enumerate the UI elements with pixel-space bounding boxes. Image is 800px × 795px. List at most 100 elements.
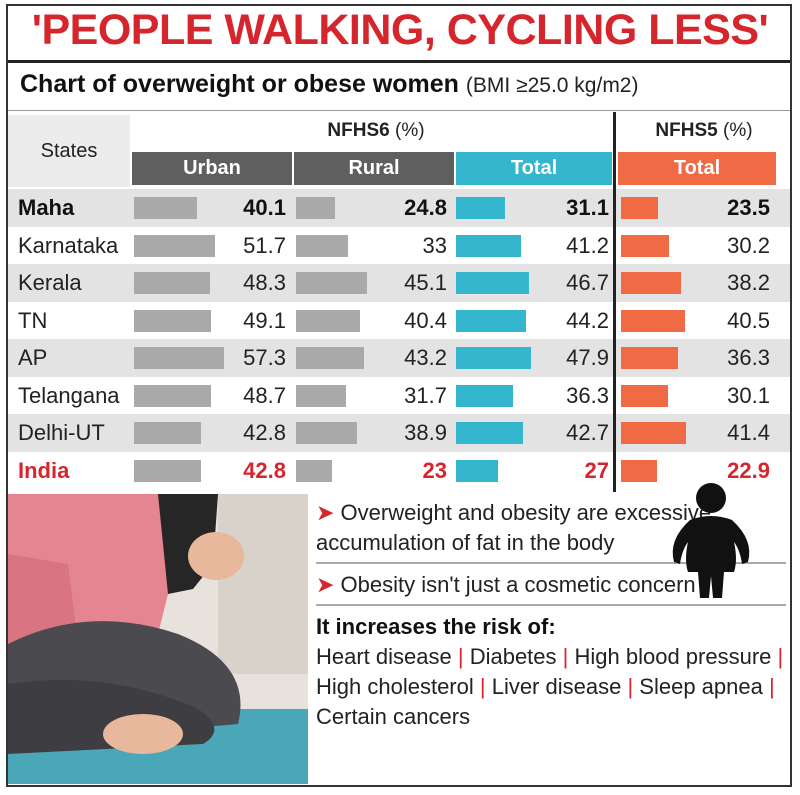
state-name: Kerala — [18, 270, 82, 295]
woman-yoga-photo — [8, 494, 308, 784]
value-total6: 36.3 — [566, 382, 609, 408]
note-definition-text: Overweight and obesity are excessive acc… — [316, 500, 712, 555]
risk-item: Certain cancers — [316, 704, 471, 729]
value-rural: 45.1 — [404, 270, 447, 295]
value-urban: 51.7 — [243, 232, 286, 258]
bar-urban — [134, 347, 224, 369]
value-total5: 23.5 — [727, 195, 770, 220]
bar-total5 — [621, 384, 668, 407]
value-rural: 24.8 — [404, 195, 447, 220]
subtitle-unit: (BMI ≥25.0 kg/m2) — [465, 74, 639, 97]
chart-subtitle: Chart of overweight or obese women (BMI … — [20, 70, 638, 99]
risk-list: Heart disease | Diabetes | High blood pr… — [316, 642, 786, 732]
note-concern-text: Obesity isn't just a cosmetic concern — [340, 572, 696, 597]
value-total6: 27 — [584, 457, 609, 483]
bar-urban — [134, 309, 211, 332]
value-total5: 41.4 — [727, 420, 770, 445]
nfhs5-header: NFHS5 (%) — [655, 120, 753, 141]
state-name: TN — [18, 307, 48, 333]
notes-rule — [316, 604, 786, 606]
state-name: Delhi-UT — [18, 420, 105, 445]
state-name: Maha — [18, 195, 75, 220]
bar-urban — [134, 384, 211, 407]
notes-rule — [316, 562, 786, 564]
arrow-icon: ➤ — [316, 500, 341, 525]
bar-rural — [296, 384, 346, 407]
value-urban: 42.8 — [243, 420, 286, 445]
notes-panel: ➤ Overweight and obesity are excessive a… — [316, 498, 786, 732]
bar-urban — [134, 234, 215, 257]
headline: 'PEOPLE WALKING, CYCLING LESS' — [31, 6, 769, 54]
value-rural: 43.2 — [404, 345, 447, 370]
bar-rural — [296, 234, 348, 257]
state-name: India — [18, 457, 70, 483]
nfhs6-header: NFHS6 (%) — [327, 120, 425, 141]
nfhs6-total-column-header: Total — [456, 152, 612, 185]
risk-item: Liver disease — [491, 674, 622, 699]
bar-rural — [296, 347, 364, 369]
state-name: AP — [18, 345, 48, 370]
bar-urban — [134, 422, 201, 444]
separator: | — [556, 644, 575, 669]
value-total6: 42.7 — [566, 420, 609, 445]
value-total6: 41.2 — [566, 232, 609, 258]
survey-divider — [613, 112, 616, 492]
bar-urban — [134, 459, 201, 482]
headline-rule — [8, 60, 790, 63]
value-rural: 23 — [422, 457, 447, 483]
risk-item: High cholesterol — [316, 674, 474, 699]
bar-total6 — [456, 384, 513, 407]
nfhs5-total-column-header: Total — [618, 152, 776, 185]
risk-title: It increases the risk of: — [316, 614, 556, 639]
states-header: States — [8, 115, 130, 187]
bar-urban — [134, 197, 197, 219]
separator: | — [762, 674, 775, 699]
value-urban: 40.1 — [243, 195, 286, 220]
bar-total5 — [621, 422, 686, 444]
bar-total5 — [621, 272, 681, 294]
bar-rural — [296, 309, 360, 332]
value-total5: 30.1 — [727, 382, 770, 408]
bar-rural — [296, 422, 357, 444]
rural-column-header: Rural — [294, 152, 454, 185]
bar-total6 — [456, 197, 505, 219]
bar-rural — [296, 459, 332, 482]
value-rural: 31.7 — [404, 382, 447, 408]
bar-total6 — [456, 459, 498, 482]
bar-total5 — [621, 234, 669, 257]
urban-column-header: Urban — [132, 152, 292, 185]
value-total5: 38.2 — [727, 270, 770, 295]
value-urban: 48.7 — [243, 382, 286, 408]
header-rule — [8, 110, 790, 111]
risk-item: Heart disease — [316, 644, 452, 669]
bar-total5 — [621, 347, 678, 369]
bar-rural — [296, 272, 367, 294]
separator: | — [451, 644, 470, 669]
note-definition: ➤ Overweight and obesity are excessive a… — [316, 498, 786, 558]
bar-total6 — [456, 272, 529, 294]
risk-item: Diabetes — [469, 644, 557, 669]
value-total5: 30.2 — [727, 232, 770, 258]
yoga-photo-illustration — [8, 494, 308, 784]
bar-rural — [296, 197, 335, 219]
value-rural: 40.4 — [404, 307, 447, 333]
value-total5: 36.3 — [727, 345, 770, 370]
separator: | — [473, 674, 492, 699]
value-total6: 31.1 — [566, 195, 609, 220]
bar-total5 — [621, 197, 658, 219]
value-total6: 47.9 — [566, 345, 609, 370]
value-total5: 22.9 — [727, 457, 770, 483]
bar-total6 — [456, 347, 531, 369]
value-urban: 48.3 — [243, 270, 286, 295]
risk-item: Sleep apnea — [639, 674, 763, 699]
bar-total5 — [621, 459, 657, 482]
value-total5: 40.5 — [727, 307, 770, 333]
overweight-person-icon — [672, 483, 750, 598]
risk-item: High blood pressure — [574, 644, 772, 669]
bar-total6 — [456, 234, 521, 257]
value-urban: 57.3 — [243, 345, 286, 370]
state-name: Telangana — [18, 382, 120, 408]
value-rural: 38.9 — [404, 420, 447, 445]
bar-urban — [134, 272, 210, 294]
bar-total6 — [456, 422, 523, 444]
